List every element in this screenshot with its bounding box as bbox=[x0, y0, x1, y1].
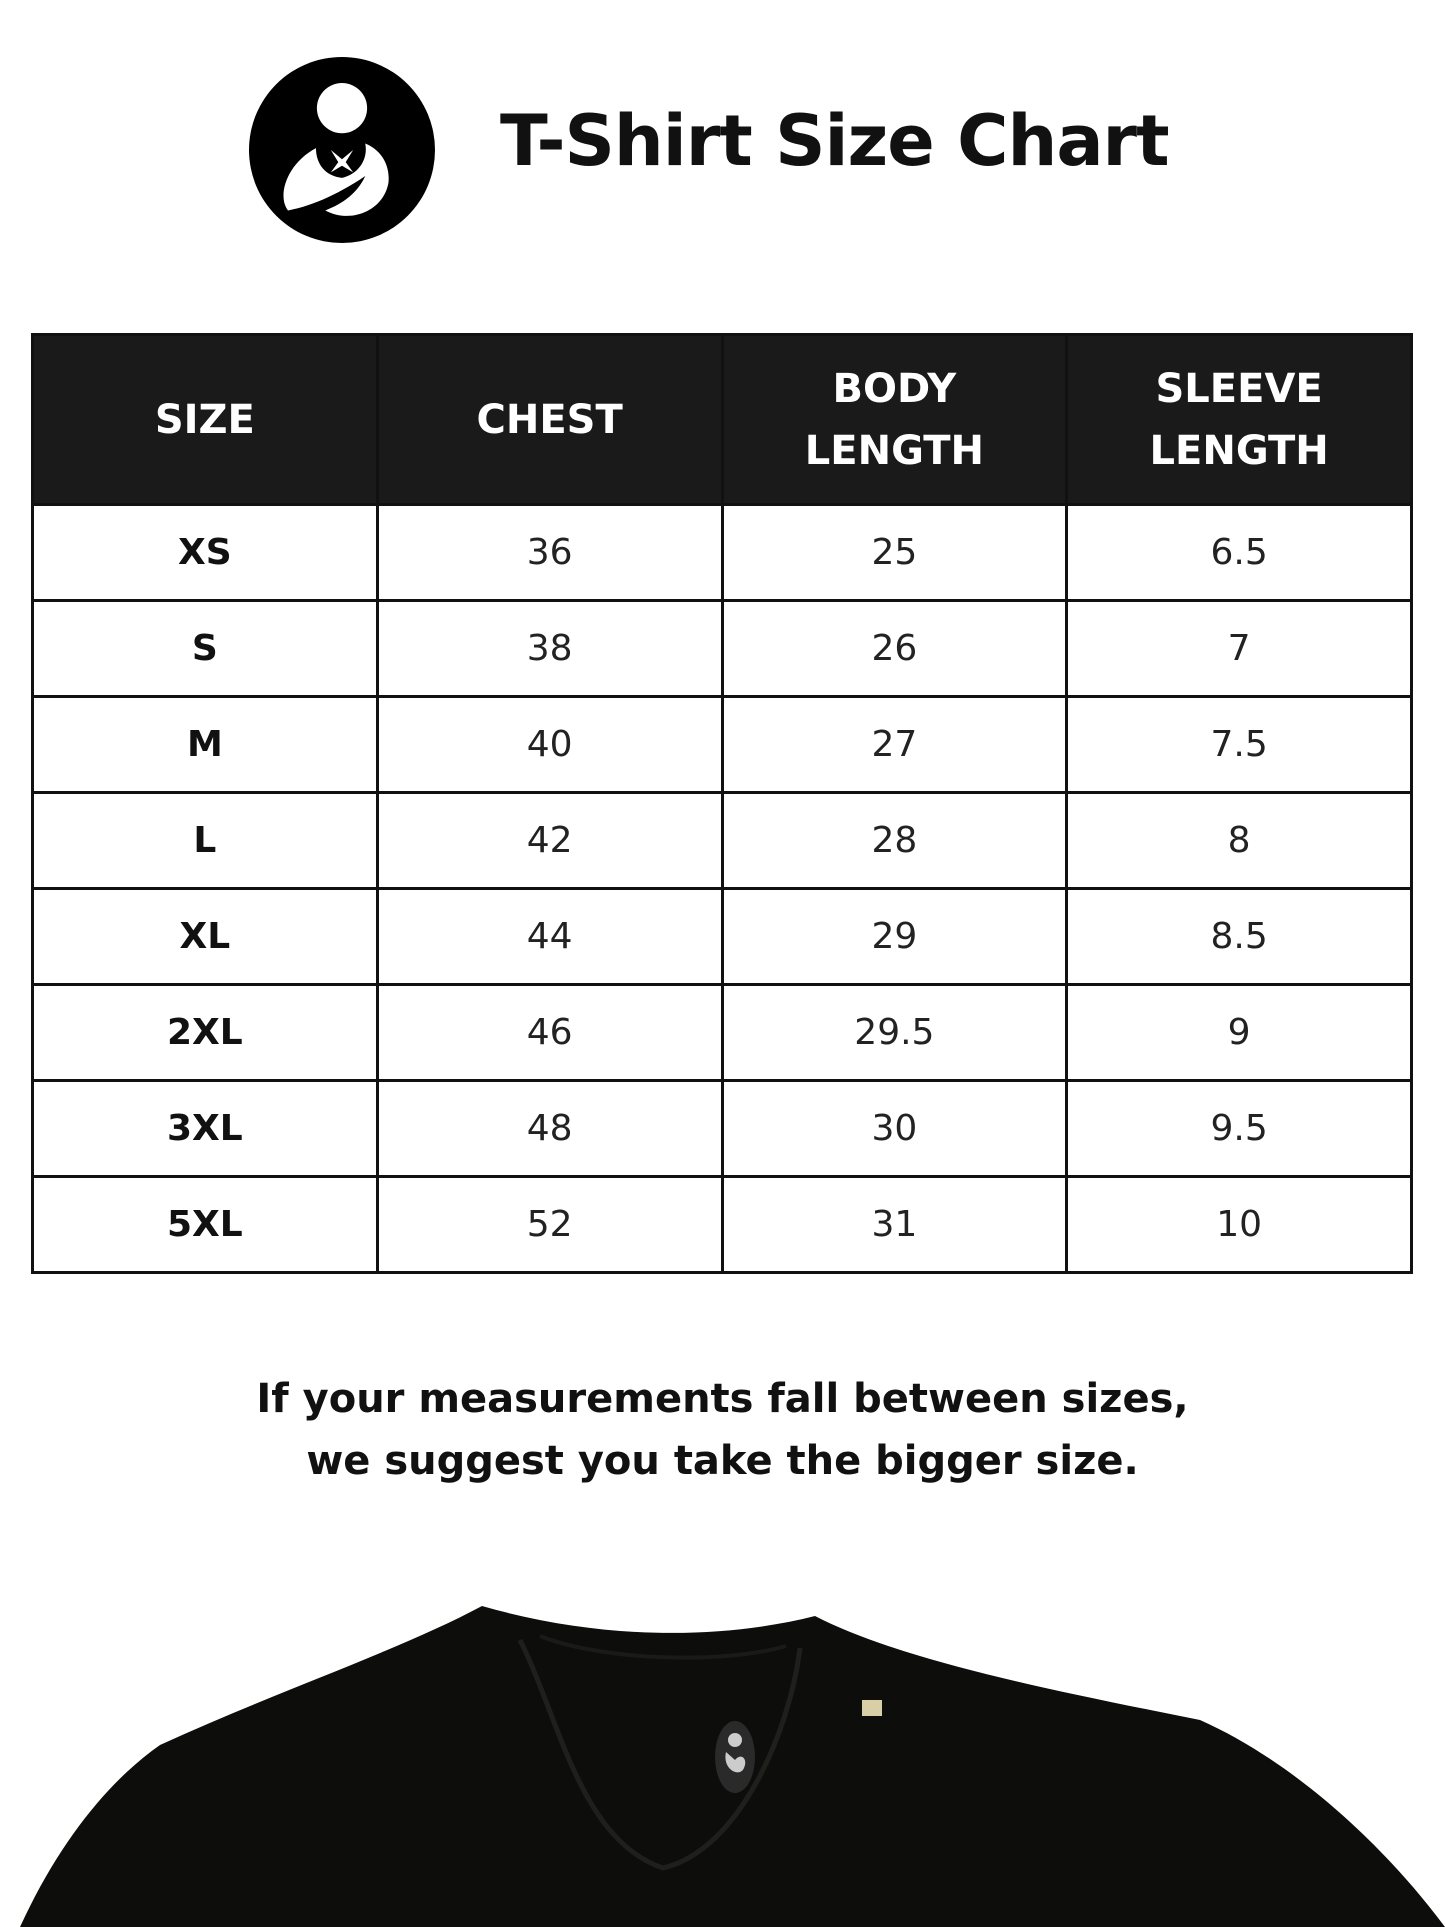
brand-logo-icon bbox=[249, 57, 435, 243]
cell-chest: 44 bbox=[375, 887, 724, 986]
cell-sleeve-length: 7.5 bbox=[1065, 695, 1413, 794]
header-text: BODY bbox=[832, 365, 957, 412]
table-row: 3XL 48 30 9.5 bbox=[31, 1079, 1413, 1178]
cell-size: 2XL bbox=[31, 983, 379, 1082]
table-row: XL 44 29 8.5 bbox=[31, 887, 1413, 986]
cell-sleeve-length: 8.5 bbox=[1065, 887, 1413, 986]
cell-body-length: 29 bbox=[720, 887, 1069, 986]
cell-body-length: 28 bbox=[720, 791, 1069, 890]
cell-body-length: 27 bbox=[720, 695, 1069, 794]
column-header-chest: CHEST bbox=[375, 333, 724, 506]
header-text: LENGTH bbox=[804, 427, 984, 474]
cell-body-length: 29.5 bbox=[720, 983, 1069, 1082]
header-text: SLEEVE bbox=[1155, 365, 1323, 412]
cell-chest: 36 bbox=[375, 503, 724, 602]
table-row: L 42 28 8 bbox=[31, 791, 1413, 890]
cell-chest: 48 bbox=[375, 1079, 724, 1178]
table-row: S 38 26 7 bbox=[31, 599, 1413, 698]
cell-chest: 46 bbox=[375, 983, 724, 1082]
cell-size: XS bbox=[31, 503, 379, 602]
column-header-body-length: BODY LENGTH bbox=[720, 333, 1069, 506]
table-row: M 40 27 7.5 bbox=[31, 695, 1413, 794]
header-text: CHEST bbox=[476, 396, 623, 443]
size-chart-table: SIZE CHEST BODY LENGTH SLEEVE LENGTH XS 36 2… bbox=[31, 333, 1413, 1274]
cell-sleeve-length: 10 bbox=[1065, 1175, 1413, 1274]
table-row: XS 36 25 6.5 bbox=[31, 503, 1413, 602]
page-title: T-Shirt Size Chart bbox=[500, 100, 1170, 182]
sizing-note: If your measurements fall between sizes,… bbox=[0, 1368, 1445, 1492]
cell-sleeve-length: 6.5 bbox=[1065, 503, 1413, 602]
sizing-note-line1: If your measurements fall between sizes, bbox=[256, 1376, 1189, 1422]
cell-size: 5XL bbox=[31, 1175, 379, 1274]
header-text: SIZE bbox=[154, 396, 255, 443]
header-text: LENGTH bbox=[1149, 427, 1329, 474]
cell-sleeve-length: 8 bbox=[1065, 791, 1413, 890]
tshirt-image bbox=[20, 1606, 1445, 1927]
cell-body-length: 31 bbox=[720, 1175, 1069, 1274]
cell-chest: 52 bbox=[375, 1175, 724, 1274]
table-row: 2XL 46 29.5 9 bbox=[31, 983, 1413, 1082]
cell-size: 3XL bbox=[31, 1079, 379, 1178]
cell-chest: 38 bbox=[375, 599, 724, 698]
cell-sleeve-length: 9 bbox=[1065, 983, 1413, 1082]
cell-sleeve-length: 7 bbox=[1065, 599, 1413, 698]
cell-body-length: 26 bbox=[720, 599, 1069, 698]
cell-body-length: 30 bbox=[720, 1079, 1069, 1178]
cell-chest: 42 bbox=[375, 791, 724, 890]
table-row: 5XL 52 31 10 bbox=[31, 1175, 1413, 1274]
cell-body-length: 25 bbox=[720, 503, 1069, 602]
cell-size: M bbox=[31, 695, 379, 794]
column-header-sleeve-length: SLEEVE LENGTH bbox=[1065, 333, 1413, 506]
cell-size: XL bbox=[31, 887, 379, 986]
cell-size: S bbox=[31, 599, 379, 698]
sizing-note-line2: we suggest you take the bigger size. bbox=[306, 1438, 1139, 1484]
table-header-row: SIZE CHEST BODY LENGTH SLEEVE LENGTH bbox=[31, 333, 1413, 506]
cell-chest: 40 bbox=[375, 695, 724, 794]
column-header-size: SIZE bbox=[31, 333, 379, 506]
cell-size: L bbox=[31, 791, 379, 890]
cell-sleeve-length: 9.5 bbox=[1065, 1079, 1413, 1178]
